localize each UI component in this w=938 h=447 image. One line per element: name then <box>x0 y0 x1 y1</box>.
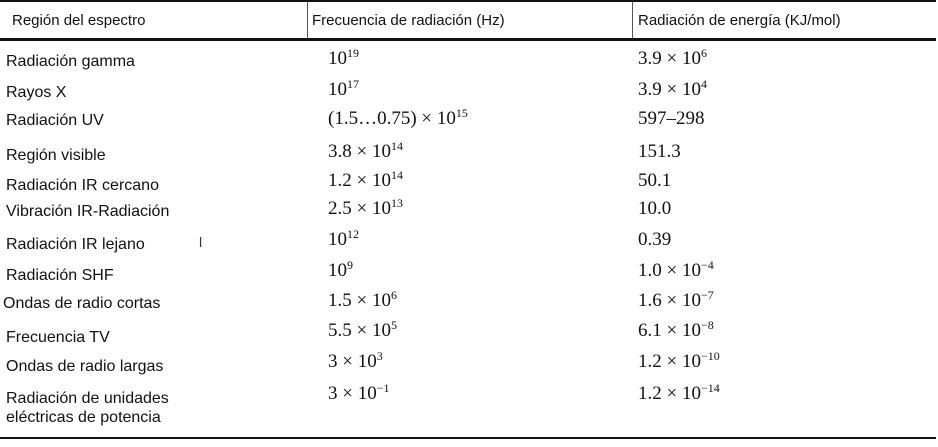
energy-cell: 50.1 <box>638 170 672 191</box>
energy-cell: 0.39 <box>638 229 672 250</box>
table-bottom-rule <box>0 437 936 439</box>
energy-cell: 3.9 × 104 <box>638 77 707 100</box>
region-cell: Ondas de radio largas <box>6 358 164 375</box>
header-separator <box>632 2 633 38</box>
region-cell: Región visible <box>6 147 106 164</box>
energy-cell: 1.0 × 10−4 <box>638 258 714 281</box>
frequency-cell: 1.2 × 1014 <box>328 168 403 191</box>
region-cell-line2: eléctricas de potencia <box>6 409 161 426</box>
energy-cell: 151.3 <box>638 141 681 162</box>
region-cell: Radiación SHF <box>6 267 114 284</box>
region-cell: Radiación IR lejano <box>6 236 145 253</box>
frequency-cell: 1012 <box>328 227 359 250</box>
region-cell: Radiación de unidades <box>6 390 169 407</box>
energy-cell: 1.2 × 10−14 <box>638 381 720 404</box>
header-separator <box>307 2 308 38</box>
frequency-cell: 109 <box>328 258 353 281</box>
energy-cell: 3.9 × 106 <box>638 46 707 69</box>
energy-cell: 1.6 × 10−7 <box>638 288 714 311</box>
stray-mark: l <box>199 234 203 250</box>
region-cell: Radiación IR cercano <box>6 177 159 194</box>
frequency-cell: (1.5…0.75) × 1015 <box>328 106 468 129</box>
region-cell: Ondas de radio cortas <box>3 295 161 312</box>
header-rule <box>0 38 936 41</box>
region-cell: Radiación gamma <box>6 53 135 70</box>
energy-cell: 597–298 <box>638 108 705 129</box>
region-cell: Rayos X <box>6 84 67 101</box>
frequency-cell: 3.8 × 1014 <box>328 139 403 162</box>
frequency-cell: 2.5 × 1013 <box>328 196 403 219</box>
frequency-cell: 5.5 × 105 <box>328 318 397 341</box>
region-cell: Frecuencia TV <box>6 329 110 346</box>
energy-cell: 10.0 <box>638 198 672 219</box>
header-frequency: Frecuencia de radiación (Hz) <box>312 12 505 29</box>
frequency-cell: 3 × 103 <box>328 349 383 372</box>
frequency-cell: 3 × 10−1 <box>328 381 390 404</box>
frequency-cell: 1.5 × 106 <box>328 288 397 311</box>
region-cell: Vibración IR-Radiación <box>6 203 170 220</box>
energy-cell: 6.1 × 10−8 <box>638 318 714 341</box>
frequency-cell: 1019 <box>328 46 359 69</box>
header-region: Región del espectro <box>12 12 146 29</box>
region-cell: Radiación UV <box>6 112 104 129</box>
header-energy: Radiación de energía (KJ/mol) <box>638 12 841 29</box>
energy-cell: 1.2 × 10−10 <box>638 349 720 372</box>
table-top-rule <box>0 0 936 2</box>
frequency-cell: 1017 <box>328 77 359 100</box>
